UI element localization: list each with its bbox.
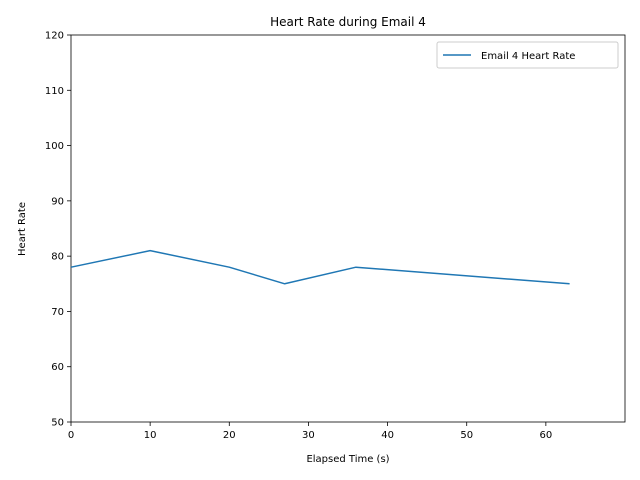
axes-frame: [70, 34, 626, 423]
y-tick-label: 50: [51, 418, 64, 429]
y-tick-label: 90: [51, 196, 64, 207]
y-tick-label: 80: [51, 252, 64, 263]
x-axis-ticks: 0 10 20 30 40 50 60: [68, 422, 552, 441]
x-tick-label: 60: [539, 430, 552, 441]
y-tick-label: 60: [51, 362, 64, 373]
y-tick-label: 100: [45, 141, 64, 152]
plot-area: [70, 34, 626, 423]
legend-box: [436, 41, 619, 69]
y-axis-label: Heart Rate: [17, 202, 28, 256]
x-tick-label: 0: [68, 430, 74, 441]
x-tick-label: 40: [381, 430, 394, 441]
y-tick-label: 110: [45, 86, 64, 97]
x-tick-label: 50: [460, 430, 473, 441]
x-tick-label: 10: [144, 430, 157, 441]
y-axis-ticks: 50 60 70 80 90 100 110 120: [45, 31, 71, 429]
x-tick-label: 20: [223, 430, 236, 441]
legend-entry-label: Email 4 Heart Rate: [481, 51, 575, 62]
legend: Email 4 Heart Rate: [436, 41, 619, 69]
series-line-0: [70, 249, 570, 285]
x-tick-label: 30: [302, 430, 315, 441]
x-axis-label: Elapsed Time (s): [306, 454, 389, 465]
series-layer: [70, 249, 570, 285]
chart-title: Heart Rate during Email 4: [270, 15, 426, 29]
y-tick-label: 120: [45, 31, 64, 42]
y-tick-label: 70: [51, 307, 64, 318]
